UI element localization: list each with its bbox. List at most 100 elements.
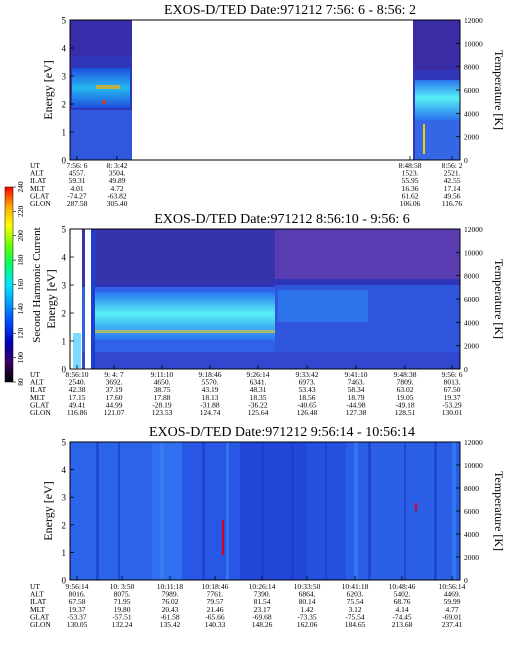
y2tick-label: 8000 — [464, 272, 479, 281]
orbit-cell: 16.36 — [402, 184, 419, 193]
y2tick-label: 2000 — [464, 133, 479, 142]
ytick-label: 3 — [62, 72, 67, 82]
orbit-cell: 49.56 — [444, 191, 461, 200]
orbit-cell: 18.35 — [250, 393, 267, 402]
orbit-cell: 140.33 — [205, 620, 226, 629]
orbit-cell: 17.15 — [69, 393, 86, 402]
orbit-cell: 8:56:10 — [66, 370, 89, 379]
orbit-cell: 10:41:18 — [342, 582, 369, 591]
y2tick-label: 0 — [464, 576, 468, 585]
y2tick-label: 6000 — [464, 295, 479, 304]
ytick-label: 5 — [62, 438, 67, 448]
panel-3-y2ticks: 0 2000 4000 6000 8000 10000 12000 — [456, 438, 483, 585]
ytick-label: 3 — [62, 493, 67, 503]
panel-3-title: EXOS-D/TED Date:971212 9:56:14 - 10:56:1… — [149, 425, 415, 440]
orbit-cell: 130.01 — [442, 408, 463, 417]
orbit-cell: 124.74 — [200, 408, 221, 417]
panel-3: EXOS-D/TED Date:971212 9:56:14 - 10:56:1… — [30, 425, 505, 629]
orbit-row-label: UT — [30, 161, 40, 170]
colorbar-label: Second Harmonic Current — [31, 227, 43, 342]
panel-3-orbit-table: UT 9:56:14 10: 3:50 10:11:18 10:18:46 10:26:1… — [30, 576, 466, 629]
orbit-row-label: ILAT — [30, 385, 47, 394]
y2tick-label: 4000 — [464, 530, 479, 539]
orbit-cell: -69.68 — [252, 612, 272, 621]
y2tick-label: 8000 — [464, 484, 479, 493]
y2tick-label: 12000 — [464, 225, 483, 234]
panel-1-ylabel: Energy [eV] — [41, 60, 55, 119]
orbit-cell: 48.31 — [250, 385, 267, 394]
colorbar-tick-label: 140 — [16, 303, 25, 315]
panel-2-y2label: Temperature [K] — [492, 259, 505, 339]
orbit-cell: 4469. — [444, 590, 461, 599]
ytick-label: 0 — [62, 156, 67, 166]
y2tick-label: 0 — [464, 365, 468, 374]
panel-2-yticks: 0 1 2 3 4 5 — [62, 225, 74, 375]
panel-3-y2label: Temperature [K] — [492, 471, 505, 551]
orbit-cell: -28.19 — [152, 400, 172, 409]
colorbar-tick-label: 80 — [16, 378, 25, 386]
orbit-cell: 127.38 — [346, 408, 367, 417]
orbit-cell: -69.01 — [442, 612, 462, 621]
orbit-row-label: ILAT — [30, 597, 47, 606]
orbit-cell: 123.53 — [152, 408, 173, 417]
orbit-cell: 19.05 — [397, 393, 414, 402]
orbit-cell: 8:56: 2 — [441, 161, 462, 170]
orbit-cell: -53.29 — [442, 400, 462, 409]
orbit-cell: 287.58 — [67, 199, 88, 208]
orbit-cell: 21.46 — [207, 605, 224, 614]
orbit-cell: 19.37 — [444, 393, 461, 402]
orbit-cell: 55.95 — [402, 176, 419, 185]
orbit-cell: -36.22 — [248, 400, 268, 409]
orbit-cell: 18.79 — [348, 393, 365, 402]
orbit-cell: 61.62 — [402, 191, 419, 200]
colorbar-tick-label: 200 — [16, 230, 25, 242]
orbit-cell: 8: 3:42 — [106, 161, 127, 170]
orbit-cell: 213.68 — [392, 620, 413, 629]
orbit-cell: 67.58 — [69, 597, 86, 606]
orbit-cell: -75.54 — [345, 612, 365, 621]
orbit-cell: 7463. — [348, 378, 365, 387]
orbit-cell: 20.43 — [162, 605, 179, 614]
ytick-label: 5 — [62, 225, 67, 235]
orbit-cell: 42.55 — [444, 176, 461, 185]
orbit-cell: 126.48 — [297, 408, 318, 417]
orbit-cell: 8:48:58 — [399, 161, 422, 170]
orbit-cell: 9:26:14 — [247, 370, 270, 379]
panel-1-title: EXOS-D/TED Date:971212 7:56: 6 - 8:56: 2 — [164, 3, 416, 18]
orbit-row-label: UT — [30, 582, 40, 591]
orbit-cell: 1.42 — [300, 605, 313, 614]
orbit-cell: 4557. — [69, 169, 86, 178]
colorbar-tick-label: 220 — [16, 206, 25, 218]
orbit-cell: 7761. — [207, 590, 224, 599]
orbit-cell: 10:18:46 — [202, 582, 229, 591]
orbit-cell: 10: 3:50 — [110, 582, 135, 591]
orbit-cell: 9:56: 6 — [441, 370, 462, 379]
orbit-cell: 63.02 — [397, 385, 414, 394]
ytick-label: 3 — [62, 281, 67, 291]
orbit-cell: 18.13 — [202, 393, 219, 402]
panel-1: EXOS-D/TED Date:971212 7:56: 6 - 8:56: 2… — [30, 3, 505, 208]
orbit-cell: 58.34 — [348, 385, 365, 394]
y2tick-label: 2000 — [464, 342, 479, 351]
colorbar-tick-label: 180 — [16, 254, 25, 266]
orbit-row-label: GLAT — [30, 400, 50, 409]
y2tick-label: 8000 — [464, 63, 479, 72]
orbit-cell: -57.51 — [112, 612, 132, 621]
orbit-cell: 10:33:50 — [294, 582, 321, 591]
orbit-cell: 80.14 — [299, 597, 316, 606]
panel-2-y2ticks: 0 2000 4000 6000 8000 10000 12000 — [456, 225, 483, 374]
orbit-cell: 9:41:10 — [345, 370, 368, 379]
colorbar-ticks: 80 100 120 140 160 180 200 220 240 — [13, 181, 25, 386]
orbit-row-label: MLT — [30, 605, 46, 614]
orbit-cell: 9:18:46 — [199, 370, 222, 379]
orbit-cell: 7809. — [397, 378, 414, 387]
ytick-label: 2 — [62, 309, 67, 319]
orbit-cell: 132.24 — [112, 620, 133, 629]
orbit-cell: 10:26:14 — [249, 582, 276, 591]
orbit-cell: 3504. — [109, 169, 126, 178]
orbit-cell: 81.54 — [254, 597, 271, 606]
y2tick-label: 10000 — [464, 39, 483, 48]
orbit-cell: 10:56:14 — [439, 582, 466, 591]
orbit-cell: 135.42 — [160, 620, 181, 629]
orbit-cell: 125.64 — [248, 408, 269, 417]
